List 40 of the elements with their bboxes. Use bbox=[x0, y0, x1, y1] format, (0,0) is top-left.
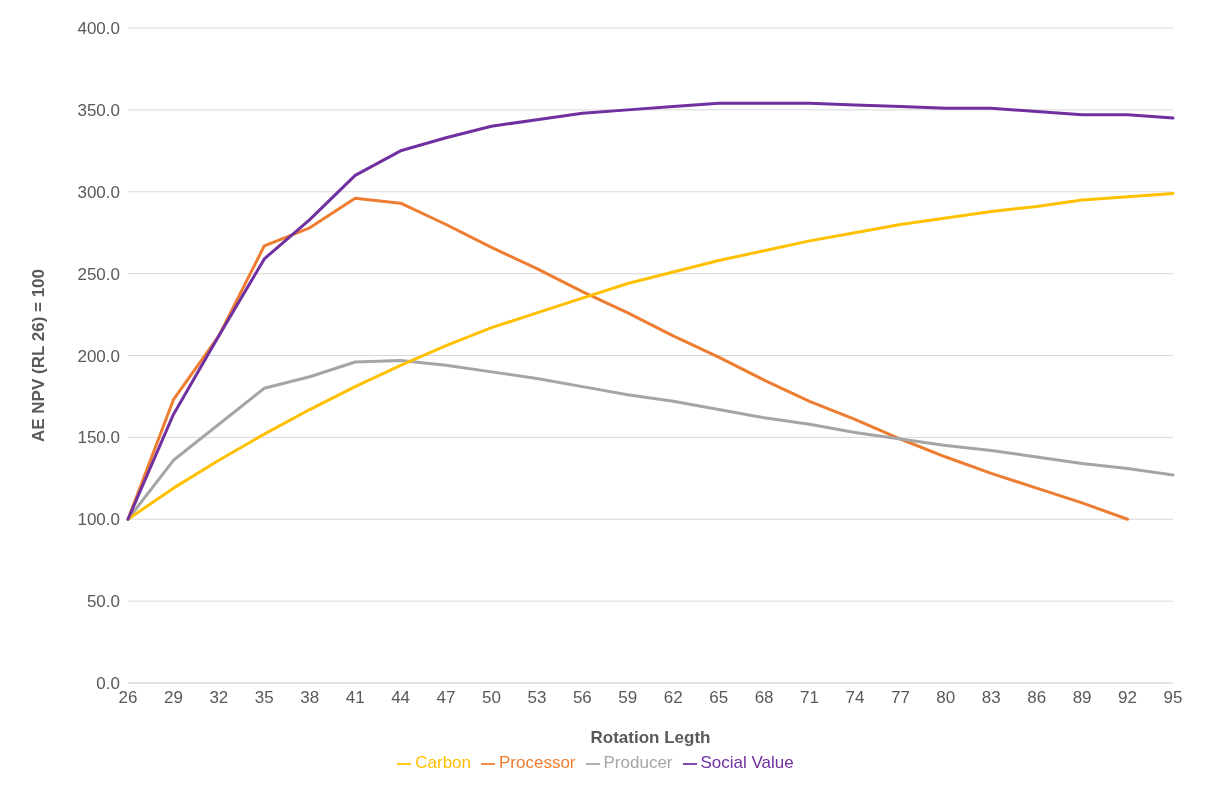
x-axis-title: Rotation Legth bbox=[590, 728, 711, 747]
x-tick-label: 50 bbox=[482, 688, 501, 708]
x-tick-label: 92 bbox=[1118, 688, 1138, 708]
x-tick-label: 68 bbox=[754, 688, 774, 708]
line-series bbox=[126, 101, 1175, 521]
x-tick-label: 83 bbox=[981, 688, 1001, 708]
y-tick-label: 50.0 bbox=[86, 592, 120, 612]
x-tick-label: 86 bbox=[1027, 688, 1047, 708]
y-tick-label: 150.0 bbox=[77, 428, 120, 448]
x-tick-label: 26 bbox=[118, 688, 138, 708]
x-tick-label: 29 bbox=[163, 688, 183, 708]
x-tick-label: 80 bbox=[936, 688, 956, 708]
x-tick-label: 95 bbox=[1163, 688, 1183, 708]
x-tick-label: 89 bbox=[1072, 688, 1092, 708]
y-tick-label: 200.0 bbox=[77, 346, 120, 366]
x-tick-label: 71 bbox=[800, 688, 819, 708]
x-tick-label: 35 bbox=[254, 688, 274, 708]
y-tick-label: 350.0 bbox=[77, 100, 120, 120]
x-tick-label: 47 bbox=[436, 688, 456, 708]
x-tick-label: 56 bbox=[572, 688, 592, 708]
legend-label: Processor bbox=[499, 753, 576, 772]
legend-label: Producer bbox=[603, 753, 673, 772]
y-axis-title: AE NPV (RL 26) = 100 bbox=[29, 268, 49, 443]
x-tick-label: 65 bbox=[709, 688, 729, 708]
x-tick-label: 44 bbox=[391, 688, 411, 708]
x-tick-label: 32 bbox=[209, 688, 229, 708]
legend-label: Carbon bbox=[415, 753, 471, 772]
x-tick-label: 74 bbox=[845, 688, 865, 708]
x-tick-label: 53 bbox=[527, 688, 547, 708]
x-tick-label: 62 bbox=[663, 688, 683, 708]
y-tick-label: 400.0 bbox=[77, 19, 120, 39]
y-tick-label: 250.0 bbox=[77, 264, 120, 284]
legend-label: Social Value bbox=[700, 753, 794, 772]
y-tick-label: 300.0 bbox=[77, 182, 120, 202]
y-tick-label: 0.0 bbox=[96, 674, 120, 694]
x-tick-label: 77 bbox=[890, 688, 910, 708]
x-tick-label: 59 bbox=[618, 688, 638, 708]
x-tick-label: 41 bbox=[345, 688, 365, 708]
x-tick-label: 38 bbox=[300, 688, 320, 708]
y-tick-label: 100.0 bbox=[77, 510, 120, 530]
